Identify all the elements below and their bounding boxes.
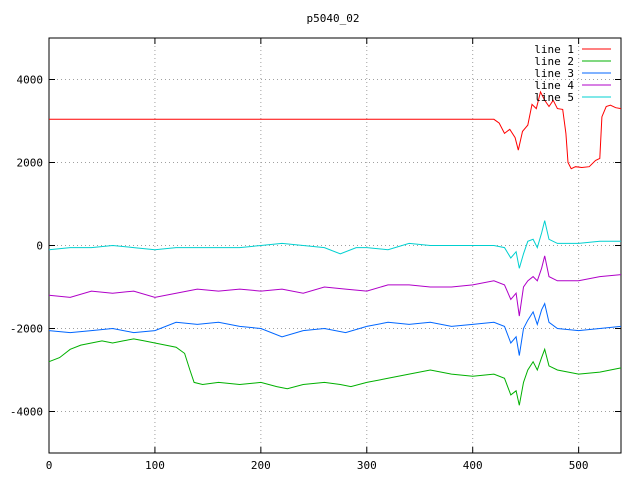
x-tick-label: 200 [251,459,271,472]
legend-label-1: line 1 [534,43,574,56]
y-tick-label: -2000 [10,323,43,336]
series-line-5 [48,220,621,269]
y-tick-label: -4000 [10,406,43,419]
axes [48,37,622,454]
x-tick-label: 400 [463,459,483,472]
tick-labels: 0 100 200 300 400 500 -4000 -2000 0 2000 4000 [10,74,589,473]
chart-title: p5040_02 [307,12,360,25]
legend-label-5: line 5 [534,91,574,104]
series-lines [48,90,622,406]
legend-label-4: line 4 [534,79,574,92]
legend-label-2: line 2 [534,55,574,68]
x-tick-label: 100 [145,459,165,472]
grid-lines [49,38,621,453]
y-tick-label: 4000 [17,74,44,87]
y-tick-label: 0 [36,240,43,253]
x-tick-label: 500 [569,459,589,472]
y-tick-label: 2000 [17,157,44,170]
series-line-4 [48,255,622,317]
x-tick-label: 300 [357,459,377,472]
series-line-1 [49,90,622,170]
series-line-2 [48,338,622,406]
series-line-3 [48,302,622,356]
legend-label-3: line 3 [534,67,574,80]
x-tick-label: 0 [46,459,53,472]
